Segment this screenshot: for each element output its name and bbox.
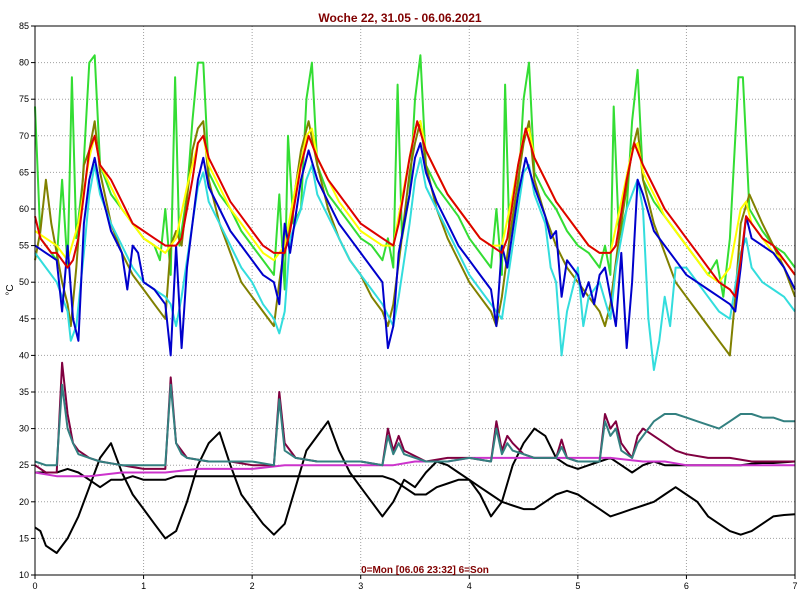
x-tick-label: 6 [684, 581, 689, 591]
x-tick-label: 4 [467, 581, 472, 591]
x-tick-label: 3 [358, 581, 363, 591]
series-line-10 [34, 361, 795, 474]
y-axis-label: °C [5, 284, 16, 295]
x-tick-label: 1 [141, 581, 146, 591]
y-tick-label: 25 [19, 460, 29, 470]
y-tick-label: 15 [19, 533, 29, 543]
series-line-5 [34, 142, 796, 357]
y-tick-label: 70 [19, 131, 29, 141]
y-tick-label: 85 [19, 21, 29, 31]
x-tick-label: 0 [32, 581, 37, 591]
y-tick-label: 35 [19, 387, 29, 397]
series-line-7 [34, 420, 796, 554]
y-tick-label: 65 [19, 167, 29, 177]
y-tick-label: 10 [19, 570, 29, 580]
series-line-8 [35, 467, 796, 536]
x-tick-label: 7 [792, 581, 797, 591]
plot-frame [34, 25, 796, 576]
x-tick-label: 2 [250, 581, 255, 591]
series-line-6 [34, 120, 796, 298]
y-tick-label: 30 [19, 424, 29, 434]
y-tick-label: 45 [19, 314, 29, 324]
series-line-9 [34, 456, 795, 478]
y-tick-label: 75 [19, 94, 29, 104]
y-tick-label: 80 [19, 58, 29, 68]
x-tick-label: 5 [575, 581, 580, 591]
y-tick-label: 60 [19, 204, 29, 214]
plot-border [34, 25, 796, 576]
chart-footer: 0=Mon [06.06 23:32] 6=Son [361, 565, 489, 576]
y-tick-label: 20 [19, 497, 29, 507]
series-lines [34, 54, 796, 554]
chart-title: Woche 22, 31.05 - 06.06.2021 [318, 11, 482, 25]
y-tick-label: 50 [19, 277, 29, 287]
series-line-11 [34, 383, 795, 467]
series-line-4 [34, 156, 796, 371]
y-tick-label: 55 [19, 241, 29, 251]
y-tick-label: 40 [19, 350, 29, 360]
